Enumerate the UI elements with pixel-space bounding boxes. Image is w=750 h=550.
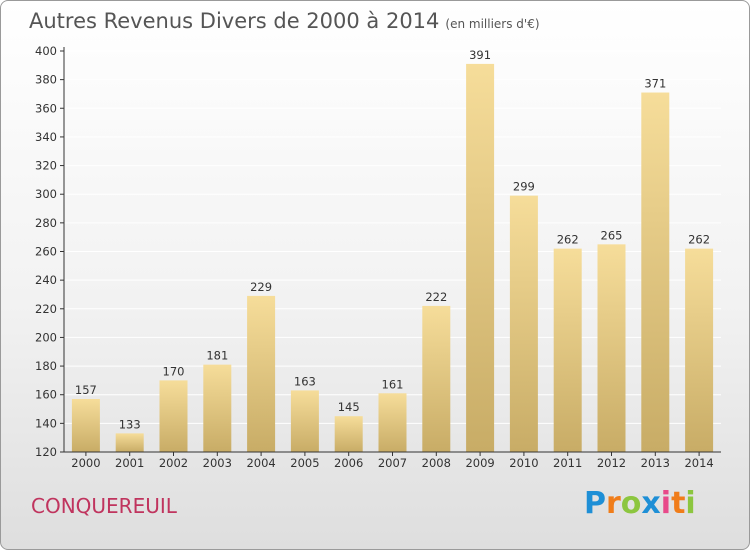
x-tick-label: 2005 [290, 456, 319, 470]
data-label: 229 [250, 280, 272, 294]
data-label: 161 [382, 377, 404, 391]
data-label: 170 [163, 364, 185, 378]
data-label: 371 [644, 77, 666, 91]
logo-letter: r [606, 486, 621, 521]
bar [247, 295, 276, 452]
x-tick-label: 2010 [509, 456, 538, 470]
x-tick-label: 2014 [684, 456, 713, 470]
data-label: 163 [294, 374, 316, 388]
logo-letter: o [620, 486, 642, 521]
y-tick-label: 200 [35, 330, 57, 344]
x-tick-label: 2002 [159, 456, 188, 470]
x-tick-label: 2011 [553, 456, 582, 470]
y-tick-label: 140 [35, 416, 57, 430]
commune-name: CONQUEREUIL [31, 494, 177, 518]
bar [509, 195, 538, 452]
chart-title: Autres Revenus Divers de 2000 à 2014 (en … [29, 9, 540, 33]
y-tick-label: 180 [35, 359, 57, 373]
bar [641, 92, 670, 453]
y-tick-label: 340 [35, 130, 57, 144]
logo-letter: i [685, 486, 696, 521]
bar [597, 244, 626, 452]
data-label: 262 [557, 233, 579, 247]
bar [71, 399, 100, 452]
chart-subtitle: (en milliers d'€) [445, 17, 540, 31]
y-tick-label: 120 [35, 445, 57, 459]
bar [466, 63, 495, 453]
x-tick-label: 2003 [203, 456, 232, 470]
bar [115, 433, 144, 452]
x-tick-label: 2004 [246, 456, 275, 470]
bar [422, 305, 451, 452]
data-label: 222 [425, 290, 447, 304]
data-label: 262 [688, 233, 710, 247]
y-tick-label: 160 [35, 388, 57, 402]
bar [553, 248, 582, 452]
logo-letter: t [671, 486, 686, 521]
chart-title-text: Autres Revenus Divers de 2000 à 2014 [29, 9, 440, 33]
y-tick-label: 380 [35, 73, 57, 87]
x-tick-label: 2001 [115, 456, 144, 470]
y-tick-label: 240 [35, 273, 57, 287]
x-tick-label: 2012 [597, 456, 626, 470]
x-tick-label: 2008 [422, 456, 451, 470]
data-label: 265 [601, 228, 623, 242]
x-tick-label: 2006 [334, 456, 363, 470]
logo-letter: x [641, 486, 661, 521]
bar [159, 380, 188, 452]
proxiti-logo: Proxiti [584, 486, 696, 521]
y-tick-label: 280 [35, 216, 57, 230]
y-tick-label: 400 [35, 44, 57, 58]
data-label: 145 [338, 400, 360, 414]
data-label: 133 [119, 417, 141, 431]
data-label: 181 [206, 349, 228, 363]
y-tick-label: 220 [35, 302, 57, 316]
y-tick-label: 360 [35, 101, 57, 115]
data-label: 157 [75, 383, 97, 397]
logo-letter: i [660, 486, 672, 521]
y-tick-label: 300 [35, 187, 57, 201]
x-tick-label: 2000 [71, 456, 100, 470]
logo-letter: P [584, 486, 606, 521]
bar [334, 416, 363, 452]
y-tick-label: 260 [35, 245, 57, 259]
data-label: 299 [513, 180, 535, 194]
bar [378, 393, 407, 452]
bar [203, 364, 232, 452]
bar [290, 390, 319, 452]
x-tick-label: 2007 [378, 456, 407, 470]
x-tick-label: 2009 [465, 456, 494, 470]
x-tick-label: 2013 [641, 456, 670, 470]
data-label: 391 [469, 48, 491, 62]
bar [685, 248, 714, 452]
y-tick-label: 320 [35, 159, 57, 173]
